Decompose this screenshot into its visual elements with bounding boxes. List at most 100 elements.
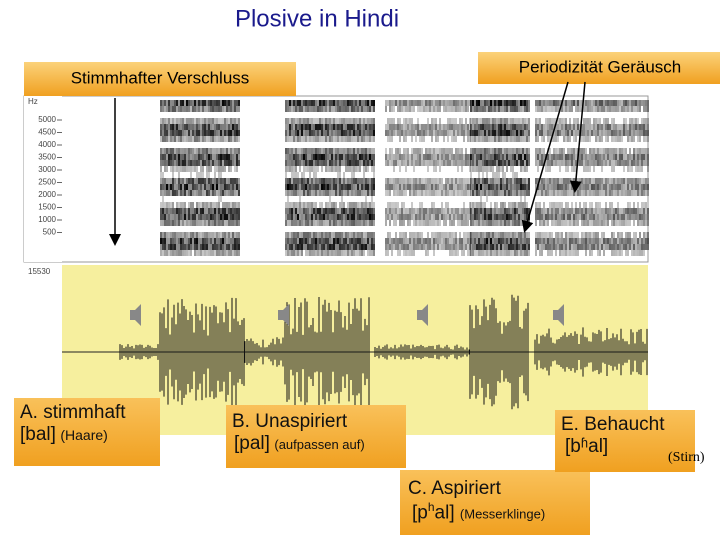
spectrogram-cell [585,118,587,124]
spectrogram-cell [216,238,218,244]
spectrogram-cell [463,202,465,208]
spectrogram-cell [351,214,353,220]
spectrogram-cell [232,190,234,196]
spectrogram-cell [611,208,613,214]
spectrogram-cell [166,250,168,256]
spectrogram-cell [216,136,218,142]
spectrogram-cell [445,244,447,250]
spectrogram-cell [575,118,577,124]
spectrogram-cell [480,160,482,166]
spectrogram-cell [329,136,331,142]
spectrogram-cell [526,100,528,106]
spectrogram-cell [571,244,573,250]
spectrogram-cell [309,130,311,136]
spectrogram-cell [547,220,549,226]
spectrogram-cell [323,136,325,142]
spectrogram-cell [504,100,506,106]
spectrogram-cell [178,106,180,112]
spectrogram-cell [192,220,194,226]
spectrogram-cell [585,100,587,106]
spectrogram-cell [601,160,603,166]
spectrogram-cell [160,238,162,244]
spectrogram-cell [494,214,496,220]
spectrogram-cell [295,214,297,220]
spectrogram-cell [567,208,569,214]
spectrogram-cell [486,178,488,184]
spectrogram-cell [551,220,553,226]
spectrogram-cell [413,178,415,184]
spectrogram-cell [228,232,230,238]
spectrogram-cell [500,232,502,238]
spectrogram-cell [631,130,633,136]
spectrogram-cell [407,238,409,244]
spectrogram-cell [313,106,315,112]
spectrogram-cell [200,184,202,190]
spectrogram-cell [289,250,291,256]
spectrogram-cell [403,160,405,166]
spectrogram-cell [289,154,291,160]
spectrogram-cell [349,106,351,112]
spectrogram-cell [581,178,583,184]
spectrogram-cell [429,244,431,250]
spectrogram-cell [457,160,459,166]
spectrogram-cell [387,124,389,130]
spectrogram-cell [549,124,551,130]
spectrogram-cell [359,238,361,244]
spectrogram-cell [337,250,339,256]
spectrogram-cell [498,208,500,214]
spectrogram-cell [470,172,472,178]
spectrogram-cell [349,130,351,136]
spectrogram-cell [309,184,311,190]
spectrogram-cell [522,250,524,256]
spectrogram-cell [623,220,625,226]
spectrogram-cell [551,250,553,256]
spectrogram-cell [220,220,222,226]
spectrogram-cell [317,160,319,166]
spectrogram-cell [399,214,401,220]
spectrogram-cell [465,106,467,112]
spectrogram-cell [385,154,387,160]
spectrogram-cell [347,244,349,250]
spectrogram-cell [603,190,605,196]
spectrogram-cell [172,220,174,226]
spectrogram-cell [289,220,291,226]
spectrogram-cell [347,220,349,226]
spectrogram-cell [198,190,200,196]
spectrogram-cell [395,178,397,184]
spectrogram-cell [545,106,547,112]
spectrogram-cell [553,244,555,250]
spectrogram-cell [293,184,295,190]
spectrogram-cell [510,244,512,250]
spectrogram-cell [188,130,190,136]
spectrogram-cell [401,238,403,244]
spectrogram-cell [467,232,469,238]
spectrogram-cell [512,214,514,220]
spectrogram-cell [220,166,222,172]
spectrogram-cell [301,250,303,256]
spectrogram-cell [345,190,347,196]
spectrogram-cell [579,184,581,190]
spectrogram-cell [313,154,315,160]
spectrogram-cell [470,136,472,142]
spectrogram-cell [567,232,569,238]
spectrogram-cell [369,154,371,160]
spectrogram-cell [415,124,417,130]
spectrogram-cell [641,190,643,196]
spectrogram-cell [467,238,469,244]
spectrogram-cell [611,220,613,226]
spectrogram-cell [395,244,397,250]
spectrogram-cell [603,244,605,250]
spectrogram-cell [472,208,474,214]
spectrogram-cell [465,118,467,124]
spectrogram-cell [619,178,621,184]
spectrogram-cell [496,244,498,250]
spectrogram-cell [289,118,291,124]
spectrogram-cell [343,244,345,250]
spectrogram-cell [371,232,373,238]
spectrogram-cell [192,178,194,184]
callout-box [24,62,296,96]
spectrogram-cell [593,220,595,226]
spectrogram-cell [633,148,635,154]
spectrogram-cell [459,154,461,160]
spectrogram-cell [343,232,345,238]
